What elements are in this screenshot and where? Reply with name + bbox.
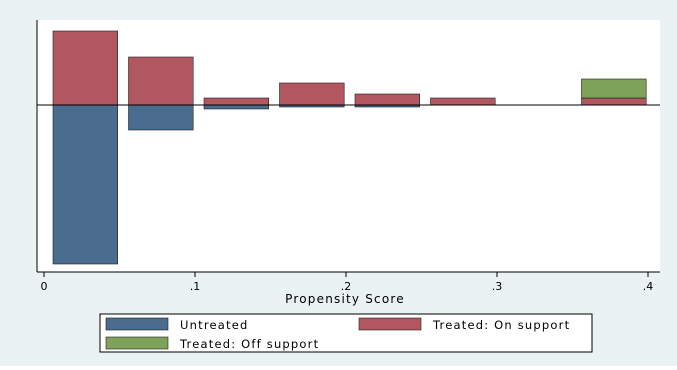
bar-treated-on-support-3 xyxy=(279,82,345,106)
bar-treated-on-support-5 xyxy=(430,97,496,106)
x-tick-label-1: .1 xyxy=(190,280,201,293)
x-axis-title: Propensity Score xyxy=(285,292,405,306)
legend-swatch-untreated xyxy=(105,317,169,331)
bar-untreated-2 xyxy=(203,104,269,110)
legend-swatch-treated-off-support xyxy=(105,336,169,350)
bar-treated-off-support-7 xyxy=(581,78,647,99)
legend-box xyxy=(99,313,593,353)
x-tick-label-4: .4 xyxy=(643,280,654,293)
legend: Untreated Treated: On support Treated: Off… xyxy=(99,313,593,353)
legend-label-untreated: Untreated xyxy=(180,318,249,332)
bar-treated-on-support-4 xyxy=(354,93,420,106)
x-ticks-layer: 0 .1 .2 .3 .4 xyxy=(41,272,654,293)
legend-label-treated-off-support: Treated: Off support xyxy=(179,337,319,351)
bar-treated-on-support-7 xyxy=(581,97,647,106)
bar-treated-on-support-1 xyxy=(128,56,194,106)
legend-items: Untreated Treated: On support Treated: Off… xyxy=(105,317,570,351)
bar-untreated-1 xyxy=(128,104,194,131)
bars-layer xyxy=(52,30,647,265)
bar-untreated-0 xyxy=(52,104,118,265)
legend-label-treated-on-support: Treated: On support xyxy=(432,318,570,332)
x-tick-label-3: .3 xyxy=(492,280,503,293)
x-tick-label-0: 0 xyxy=(41,280,48,293)
bar-treated-on-support-2 xyxy=(203,97,269,106)
legend-swatch-treated-on-support xyxy=(358,317,422,331)
x-tick-label-2: .2 xyxy=(341,280,352,293)
bar-treated-on-support-0 xyxy=(52,30,118,106)
